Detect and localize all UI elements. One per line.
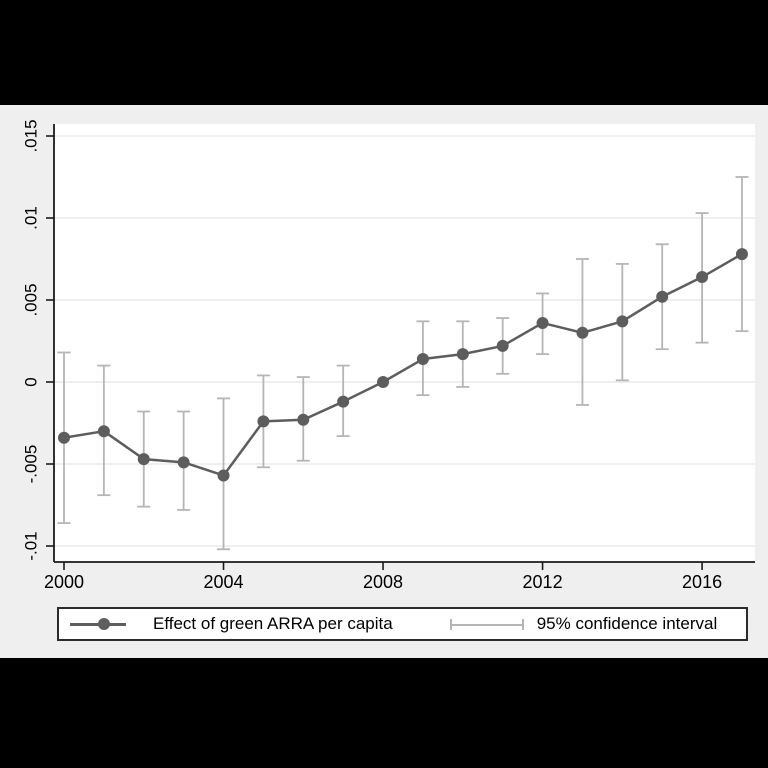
data-point-marker: [377, 376, 390, 388]
data-point-marker: [696, 271, 709, 284]
data-point-marker: [616, 315, 629, 328]
y-tick-label: 0: [22, 377, 41, 386]
y-tick-label: .015: [22, 119, 41, 152]
event-study-chart: -.01 -.005 0 .005 .01 .015 2000 2004 2008 2012 201…: [22, 119, 755, 592]
legend-dot-icon: [97, 618, 110, 630]
x-tick-label: 2016: [682, 572, 722, 592]
legend-ci-marker-icon: [449, 618, 524, 630]
legend-box: Effect of green ARRA per capita 95% conf…: [57, 607, 748, 641]
data-point-marker: [97, 425, 110, 438]
data-point-marker: [137, 453, 150, 466]
y-tick-label: -.005: [22, 445, 41, 484]
y-tick-label: -.01: [22, 531, 41, 560]
data-point-marker: [576, 326, 589, 339]
y-tick-label: .005: [22, 283, 41, 316]
series-line: [63, 252, 743, 477]
data-point-marker: [257, 415, 270, 428]
legend-line-marker-icon: [70, 618, 126, 630]
data-point-marker: [496, 339, 509, 352]
data-point-marker: [177, 456, 190, 469]
x-tick-label: 2004: [203, 572, 243, 592]
data-point-marker: [297, 413, 310, 426]
data-point-marker: [735, 248, 748, 261]
y-tick-label: .01: [22, 206, 41, 230]
chart-figure: -.01 -.005 0 .005 .01 .015 2000 2004 2008 2012 201…: [0, 105, 768, 658]
data-point-marker: [416, 353, 429, 366]
data-point-marker: [337, 395, 350, 408]
legend-series-label: Effect of green ARRA per capita: [153, 614, 393, 633]
x-tick-label: 2008: [363, 572, 403, 592]
x-tick-label: 2012: [523, 572, 563, 592]
data-point-marker: [656, 290, 669, 303]
x-tick-label: 2000: [44, 572, 84, 592]
data-point-marker: [58, 431, 70, 444]
plot-area: [54, 124, 755, 562]
legend-ci-label: 95% confidence interval: [536, 614, 718, 633]
data-point-marker: [536, 316, 549, 329]
data-point-marker: [456, 348, 469, 361]
data-point-marker: [217, 469, 230, 482]
legend-ci-line-icon: [451, 624, 522, 626]
